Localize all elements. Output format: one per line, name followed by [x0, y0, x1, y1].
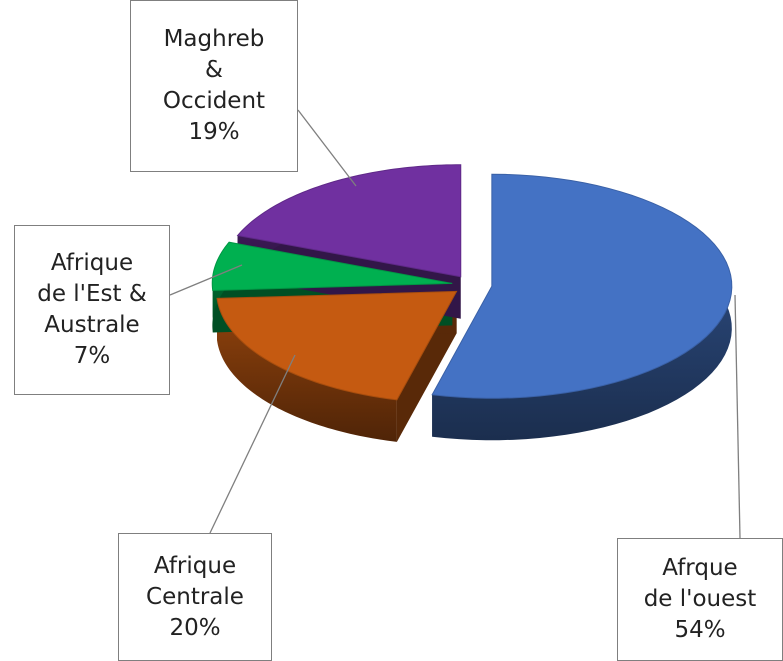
slice-side: [217, 298, 397, 442]
leader-line: [734, 294, 741, 539]
category-label: Afrique de l'Est & Australe: [37, 250, 147, 338]
leader-line: [169, 264, 243, 296]
slice: [211, 241, 453, 291]
value-label: 54%: [674, 617, 726, 643]
value-label: 7%: [73, 343, 111, 369]
category-label: Maghreb & Occident: [162, 26, 266, 114]
value-label: 19%: [188, 119, 240, 145]
category-label: Afrque de l'ouest: [643, 555, 757, 612]
leader-line: [209, 354, 296, 534]
leader-line: [297, 109, 357, 187]
data-label: Afrique de l'Est & Australe 7%: [14, 225, 170, 395]
value-label: 20%: [169, 614, 221, 641]
category-label: Afrique Centrale: [146, 552, 244, 610]
slice: [236, 164, 462, 278]
data-label: Maghreb & Occident 19%: [130, 0, 298, 172]
slice: [431, 173, 733, 399]
data-label: Afrique Centrale 20%: [118, 533, 272, 661]
tops: [211, 164, 733, 401]
slice: [216, 290, 458, 401]
data-label: Afrque de l'ouest 54%: [617, 538, 783, 661]
